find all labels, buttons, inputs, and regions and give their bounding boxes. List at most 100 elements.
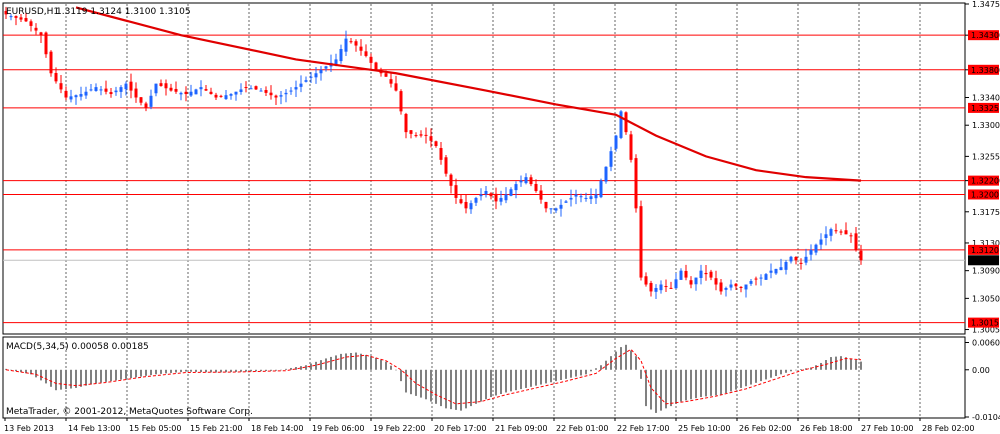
candle-body [409,130,413,134]
candle [589,188,593,205]
candle [224,90,228,100]
macd-bar [565,369,567,379]
macd-bar [760,369,762,382]
macd-bar [615,351,617,370]
macd-bar [560,369,562,380]
candle-body [349,41,353,43]
candle-body [504,194,508,201]
macd-bar [825,360,827,370]
macd-bar [180,369,182,373]
candle-body [99,89,103,91]
time-label: 26 Feb 02:00 [739,424,791,433]
macd-bar [665,369,667,409]
macd-bar [85,369,87,386]
candle-body [274,95,278,98]
candle [734,283,738,290]
macd-bar [775,369,777,377]
candle-body [109,92,113,95]
candle [539,185,543,204]
candle [684,264,688,281]
candle [584,192,588,202]
candle [269,85,273,100]
level-tag-label: 1.3325 [971,104,999,113]
candle-body [354,41,358,46]
macd-bar [790,369,792,372]
macd-bar [780,369,782,375]
macd-bar [465,369,467,409]
candle [64,86,68,101]
time-label: 28 Feb 02:00 [922,424,974,433]
price-axis: 1.3475 1.3430 1.3380 1.3340 1.3300 1.3255 1.32… [965,0,1000,335]
candle-body [64,90,68,98]
candle [274,94,278,105]
macd-bar [590,369,592,372]
candle [409,129,413,139]
candle [254,85,258,90]
macd-bar [595,368,597,370]
candle [674,273,678,289]
candle [404,112,408,139]
macd-bar [25,369,27,374]
macd-bar [285,368,287,370]
macd-bar [680,369,682,402]
candle-body [729,284,733,288]
candle [819,233,823,250]
level-tag-label: 1.3120 [971,246,999,255]
macd-bar [50,369,52,387]
candle [34,23,38,35]
macd-vertical-grid [65,338,921,417]
candle-body [289,90,293,92]
candle [414,132,418,138]
candle [434,140,438,148]
candle-body [144,103,148,108]
macd-bar [505,369,507,393]
level-tag [968,64,999,75]
candle-body [104,88,108,92]
candle-body [339,49,343,62]
candle [594,188,598,205]
macd-bar [470,369,472,407]
macd-bar [655,369,657,413]
candle-body [449,174,453,186]
macd-bar [730,369,732,392]
macd-bar [295,367,297,370]
candle-body [579,196,583,198]
candle-body [599,180,603,198]
candle-body [834,230,838,232]
candle-body [234,91,238,95]
candle-body [674,279,678,289]
candle [284,89,288,103]
candle [834,223,838,234]
macd-bar [820,362,822,370]
candle [699,264,703,285]
candle-body [629,134,633,160]
macd-bar [155,369,157,375]
macd-bar [525,369,527,388]
macd-bar [750,369,752,385]
candle-body [684,270,688,278]
candle [569,189,573,207]
candle [799,258,803,270]
candle-body [459,199,463,204]
price-tick-label: 1.3300 [972,121,1000,130]
candle [599,178,603,199]
candle-body [474,197,478,203]
macd-bar [75,369,77,388]
candle-body [784,262,788,270]
price-pane[interactable]: EURUSD,H1 1.3119 1.3124 1.3100 1.3105 [2,2,966,335]
candle-body [509,189,513,196]
candle [159,79,163,87]
candle-body [614,135,618,149]
macd-bar [370,356,372,370]
candle-body [184,91,188,95]
candle [319,66,323,81]
candle-body [494,193,498,202]
macd-bar [855,360,857,370]
price-vertical-grid [65,4,921,333]
macd-pane[interactable]: MACD(5,34,5) 0.00058 0.00185 MetaTrader,… [2,336,966,419]
macd-bar [490,369,492,398]
macd-bar [105,369,107,382]
macd-bar [70,369,72,389]
macd-bar [515,369,517,391]
macd-bar [210,369,212,373]
